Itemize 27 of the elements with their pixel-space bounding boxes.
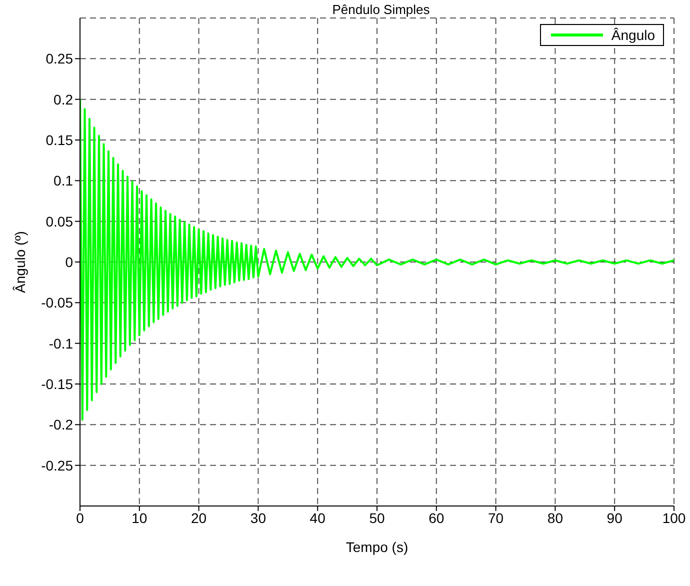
chart-title: Pêndulo Simples <box>331 2 431 17</box>
x-tick-label: 20 <box>191 510 207 526</box>
y-tick-label: -0.05 <box>41 294 74 311</box>
x-tick-label: 40 <box>310 510 326 526</box>
x-tick-label: 30 <box>250 510 266 526</box>
y-tick-label: 0.2 <box>54 91 74 108</box>
y-axis-title: Ângulo (º) <box>12 231 28 293</box>
x-tick-label: 50 <box>369 510 385 526</box>
line-series <box>80 98 674 421</box>
x-tick-label: 70 <box>488 510 504 526</box>
x-tick-label: 10 <box>132 510 148 526</box>
y-tick-label: -0.2 <box>48 416 74 433</box>
x-tick-label: 90 <box>606 510 623 526</box>
y-tick-label: -0.25 <box>41 457 74 474</box>
x-tick-label: 0 <box>76 510 84 526</box>
y-tick-label: -0.15 <box>41 376 74 392</box>
y-tick-label: 0.1 <box>54 172 74 189</box>
y-tick-label: 0.05 <box>46 213 74 230</box>
x-tick-label: 80 <box>547 510 564 526</box>
y-tick-label: 0.25 <box>46 50 74 67</box>
x-tick-label: 60 <box>428 510 444 526</box>
y-tick-label: 0.15 <box>46 132 74 148</box>
x-axis-title: Tempo (s) <box>346 539 408 555</box>
x-tick-label: 100 <box>662 510 686 526</box>
y-tick-label: 0 <box>65 254 74 270</box>
y-tick-label: -0.1 <box>48 335 74 352</box>
legend-label: Ângulo <box>611 27 655 43</box>
